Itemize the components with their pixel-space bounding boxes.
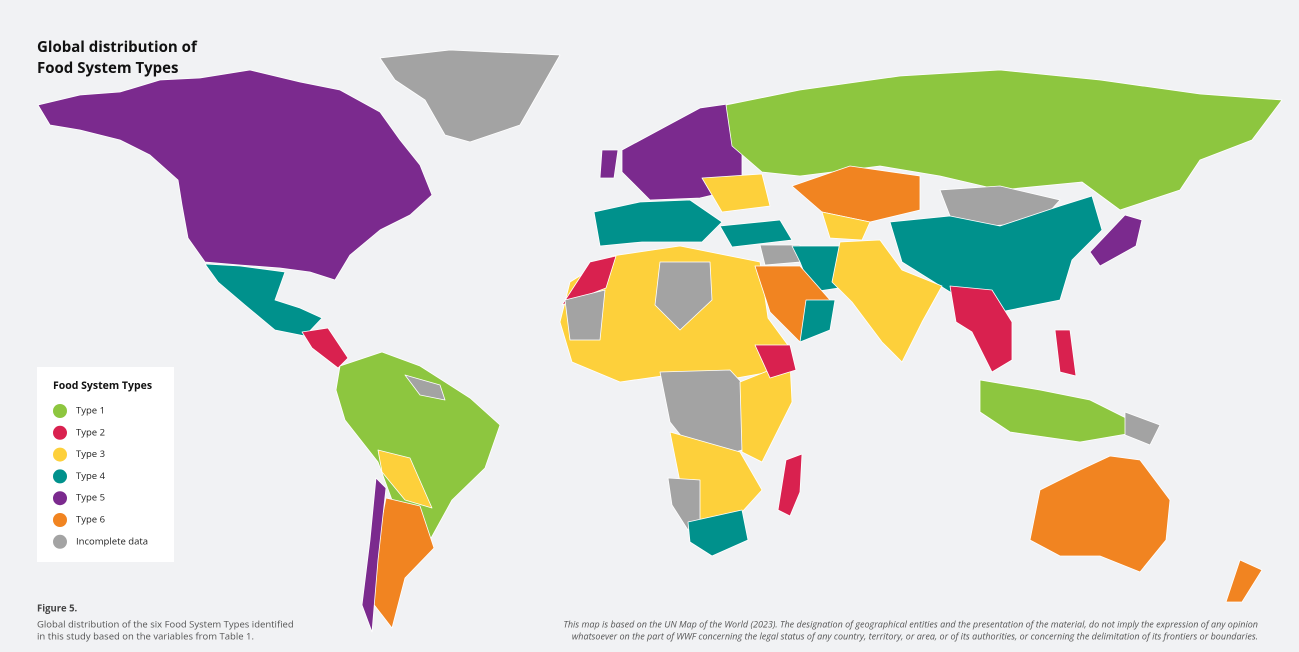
country [725, 69, 1283, 211]
country [949, 285, 1013, 373]
country [301, 327, 349, 369]
legend-swatch [53, 469, 67, 484]
legend-label: Type 5 [76, 491, 105, 504]
country [379, 49, 561, 143]
country [377, 449, 433, 509]
map-title: Global distribution of [37, 37, 198, 57]
legend: Food System Types Type 1 Type 2 Type 3 Type… [37, 367, 174, 562]
country [719, 219, 793, 248]
country [654, 261, 713, 331]
country [754, 344, 797, 379]
country [564, 289, 606, 341]
legend-label: Type 6 [76, 513, 105, 526]
country [37, 69, 433, 281]
figure-caption: in this study based on the variables fro… [37, 630, 254, 643]
legend-swatch [53, 447, 67, 462]
country [599, 149, 619, 179]
country [979, 379, 1151, 443]
country [1089, 214, 1143, 267]
legend-label: Type 2 [76, 425, 105, 438]
legend-label: Type 3 [76, 447, 105, 460]
figure-caption: Global distribution of the six Food Syst… [37, 618, 294, 631]
country [1054, 329, 1077, 377]
legend-swatch [53, 513, 67, 527]
legend-swatch [53, 534, 67, 549]
country [1124, 411, 1161, 446]
legend-box [37, 367, 174, 562]
country [831, 239, 943, 363]
legend-label: Type 4 [76, 469, 106, 482]
country [204, 263, 323, 337]
country [739, 361, 793, 463]
legend-swatch [53, 491, 67, 506]
country [777, 453, 803, 517]
disclaimer: This map is based on the UN Map of the W… [563, 617, 1258, 630]
country [1225, 559, 1263, 603]
country [687, 509, 749, 557]
country [593, 199, 723, 247]
map-title: Food System Types [37, 58, 178, 78]
country [404, 374, 446, 401]
country [1029, 455, 1171, 573]
country [361, 477, 387, 633]
country [799, 299, 836, 343]
figure-label: Figure 5. [37, 602, 78, 615]
legend-title: Food System Types [53, 379, 152, 393]
disclaimer: whatsoever on the part of WWF concerning… [572, 629, 1258, 642]
legend-swatch [53, 404, 67, 418]
country [889, 195, 1103, 313]
legend-label: Incomplete data [76, 534, 148, 547]
country [821, 211, 871, 241]
legend-label: Type 1 [76, 404, 105, 417]
legend-swatch [53, 425, 67, 440]
country [335, 351, 501, 541]
country [701, 173, 771, 213]
world-map [37, 49, 1283, 633]
